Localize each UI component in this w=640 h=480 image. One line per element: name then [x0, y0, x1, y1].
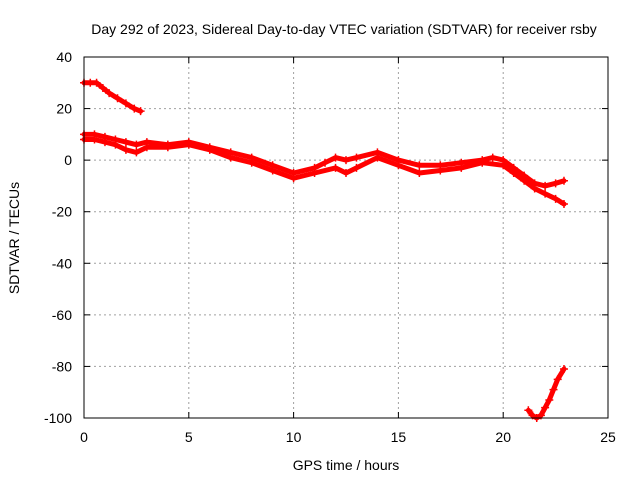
- data-point-marker: [342, 169, 350, 178]
- data-point-marker: [113, 94, 122, 103]
- data-point-marker: [331, 153, 340, 162]
- data-point-marker: [541, 181, 550, 190]
- data-point-marker: [90, 135, 99, 144]
- data-point-marker: [289, 174, 298, 183]
- y-tick-label: 0: [64, 152, 72, 168]
- data-point-marker: [478, 158, 487, 167]
- y-tick-label: -60: [52, 307, 72, 323]
- data-point-marker: [373, 153, 382, 162]
- data-point-marker: [541, 403, 550, 412]
- data-point-marker: [436, 166, 445, 175]
- data-point-marker: [541, 189, 550, 198]
- data-point-marker: [352, 163, 361, 172]
- data-point-marker: [121, 99, 130, 108]
- data-point-marker: [499, 161, 508, 170]
- data-point-marker: [98, 83, 107, 92]
- data-point-marker: [205, 145, 214, 154]
- x-tick-label: 10: [286, 429, 302, 445]
- data-point-marker: [415, 161, 424, 170]
- y-tick-label: -20: [52, 204, 72, 220]
- y-axis-label: SDTVAR / TECUs: [6, 182, 22, 294]
- data-point-marker: [549, 385, 558, 394]
- data-point-marker: [551, 194, 560, 203]
- series-layer: [80, 78, 568, 422]
- data-point-marker: [100, 138, 109, 147]
- data-point-marker: [268, 166, 277, 175]
- data-point-marker: [509, 169, 518, 178]
- x-tick-labels: 0 5 10 15 20 25: [80, 429, 616, 445]
- data-point-marker: [457, 163, 466, 172]
- x-tick-label: 15: [391, 429, 407, 445]
- y-tick-label: -100: [44, 410, 72, 426]
- data-point-marker: [559, 176, 568, 185]
- data-point-marker: [553, 375, 562, 384]
- data-point-marker: [132, 148, 141, 157]
- data-point-marker: [545, 395, 554, 404]
- data-point-marker: [142, 143, 151, 152]
- data-point-marker: [92, 78, 101, 87]
- x-tick-label: 0: [80, 429, 88, 445]
- data-point-marker: [331, 163, 340, 172]
- data-point-marker: [136, 107, 145, 116]
- data-point-marker: [530, 184, 539, 193]
- data-point-marker: [121, 138, 130, 147]
- y-tick-label: -80: [52, 358, 72, 374]
- data-point-marker: [394, 161, 403, 170]
- x-tick-label: 25: [600, 429, 616, 445]
- data-point-marker: [520, 176, 529, 185]
- y-tick-label: -40: [52, 255, 72, 271]
- data-point-marker: [342, 156, 350, 165]
- data-point-marker: [184, 140, 193, 149]
- data-point-marker: [132, 140, 141, 149]
- data-point-marker: [524, 406, 533, 415]
- data-point-marker: [121, 145, 130, 154]
- data-point-marker: [559, 365, 568, 374]
- x-axis-label: GPS time / hours: [293, 457, 400, 473]
- data-point-marker: [105, 89, 114, 98]
- y-tick-label: 20: [56, 101, 72, 117]
- data-point-marker: [247, 158, 256, 167]
- data-point-marker: [352, 153, 361, 162]
- x-tick-label: 5: [185, 429, 193, 445]
- data-point-marker: [130, 104, 139, 113]
- data-point-marker: [488, 153, 497, 162]
- plot-frame: [83, 56, 609, 419]
- data-point-marker: [310, 169, 319, 178]
- data-point-marker: [321, 158, 330, 167]
- y-tick-labels: -100 -80 -60 -40 -20 0 20 40: [44, 49, 72, 426]
- data-point-marker: [551, 179, 560, 188]
- data-point-marker: [559, 199, 568, 208]
- chart-title: Day 292 of 2023, Sidereal Day-to-day VTE…: [91, 21, 597, 37]
- data-point-marker: [163, 143, 172, 152]
- x-tick-label: 20: [495, 429, 511, 445]
- data-point-marker: [415, 169, 424, 178]
- y-tick-label: 40: [56, 49, 72, 65]
- data-point-marker: [226, 153, 235, 162]
- data-point-marker: [111, 140, 120, 149]
